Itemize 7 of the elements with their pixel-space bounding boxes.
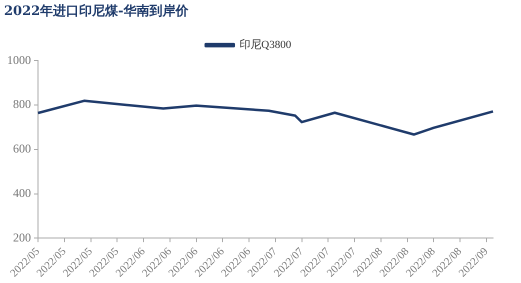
y-tick-label: 800	[13, 97, 31, 112]
y-tick-label: 200	[13, 230, 31, 244]
y-tick-label: 600	[13, 142, 31, 156]
chart-title: 2022年进口印尼煤-华南到岸价	[4, 3, 190, 20]
y-tick-label: 400	[13, 186, 31, 200]
y-tick-label: 1000	[7, 52, 31, 67]
legend-label: 印尼Q3800	[239, 38, 292, 51]
